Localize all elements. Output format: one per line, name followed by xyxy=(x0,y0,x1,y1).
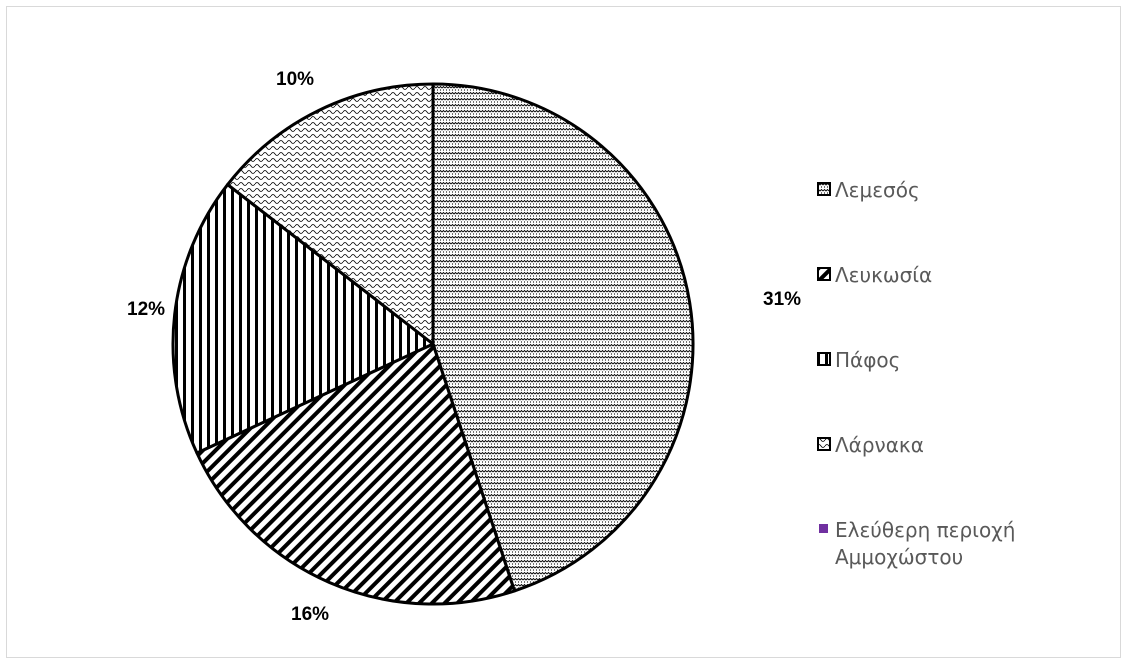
legend-swatch-icon xyxy=(817,182,831,196)
data-label-1: 31% xyxy=(763,289,801,310)
legend-item-4: Λάρνακα xyxy=(817,432,924,459)
legend-label: Λεμεσός xyxy=(835,178,920,202)
legend-label: Πάφος xyxy=(835,348,901,372)
data-label-3: 12% xyxy=(127,299,165,320)
pie-slices xyxy=(171,82,695,606)
pie-slice-1 xyxy=(431,82,695,593)
pie-slice-2 xyxy=(195,342,516,606)
chart-area: 31% 16% 12% 10% Λεμεσός Λευκωσία Πάφος Λάρνακα… xyxy=(6,6,1121,658)
legend-label: Λευκωσία xyxy=(835,263,933,287)
legend-label: Λάρνακα xyxy=(835,433,924,457)
legend-label: Ελεύθερη περιοχή Αμμοχώστου xyxy=(835,518,1016,569)
data-label-2: 16% xyxy=(291,604,329,625)
legend-item-3: Πάφος xyxy=(817,347,900,374)
legend-item-5: Ελεύθερη περιοχή Αμμοχώστου xyxy=(817,517,1065,571)
legend-swatch-icon xyxy=(817,352,831,366)
pie-slice-3 xyxy=(171,183,435,455)
legend-swatch-icon xyxy=(817,267,831,281)
pie-chart: 31% 16% 12% 10% xyxy=(127,69,801,625)
legend-swatch-icon xyxy=(817,437,831,451)
data-label-4: 10% xyxy=(276,69,314,90)
pie-slice-4 xyxy=(226,82,435,346)
legend-item-1: Λεμεσός xyxy=(817,177,920,204)
legend-item-2: Λευκωσία xyxy=(817,262,932,289)
legend-swatch-icon xyxy=(819,524,828,533)
data-labels: 31% 16% 12% 10% xyxy=(127,69,801,625)
